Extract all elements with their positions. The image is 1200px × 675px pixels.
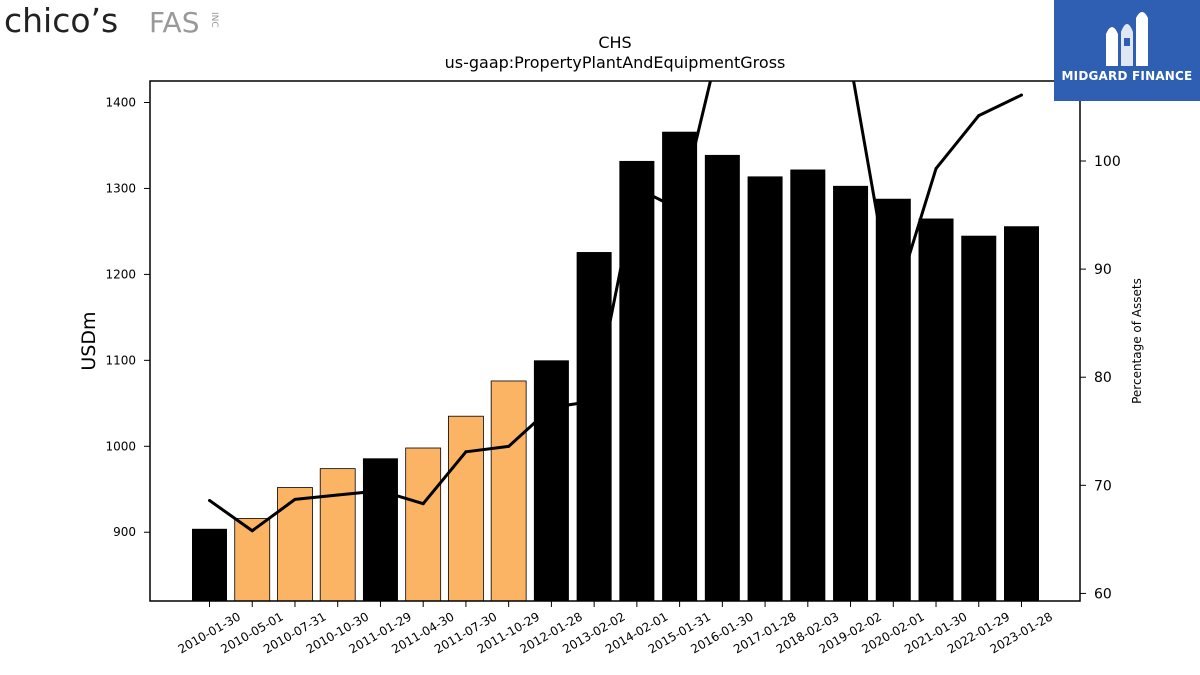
y2-axis-label: Percentage of Assets xyxy=(1130,278,1144,404)
bar-2019-02-02 xyxy=(833,185,869,601)
line-point-2012-01-28 xyxy=(549,405,553,409)
y2-tick-label: 80 xyxy=(1094,370,1112,386)
line-point-2013-02-02 xyxy=(592,399,596,403)
bar-group xyxy=(192,131,1039,602)
line-point-2011-04-30 xyxy=(421,502,425,506)
line-point-2010-05-01 xyxy=(250,529,254,533)
y-tick-label: 1200 xyxy=(105,267,136,281)
provider-name: MIDGARD FINANCE xyxy=(1061,69,1193,83)
bar-2010-05-01 xyxy=(234,518,271,602)
bar-2010-10-30 xyxy=(319,468,356,602)
company-logo: chico’s FAS INC xyxy=(4,1,224,42)
chart-subtitle: us-gaap:PropertyPlantAndEquipmentGross xyxy=(445,53,786,72)
bar-2014-02-01 xyxy=(619,160,655,601)
svg-text:INC: INC xyxy=(209,12,219,28)
y2-tick-label: 60 xyxy=(1094,586,1112,602)
line-point-2019-02-02 xyxy=(849,62,852,65)
bar-2011-04-30 xyxy=(405,447,442,602)
line-point-2015-01-31 xyxy=(678,208,682,212)
bar-2018-02-03 xyxy=(790,169,826,601)
bar-2010-01-30 xyxy=(192,528,227,601)
percentage-line xyxy=(208,81,1023,533)
svg-text:FAS: FAS xyxy=(149,6,199,39)
svg-text:chico’s: chico’s xyxy=(4,2,118,40)
line-point-2010-01-30 xyxy=(208,498,211,502)
line-point-2011-07-30 xyxy=(464,450,468,454)
y-axis-left: 900 1000 1100 1200 1300 1400 xyxy=(105,95,150,539)
x-axis: 2010-01-302010-05-012010-07-312010-10-30… xyxy=(176,601,1055,656)
plot-frame xyxy=(149,80,1081,602)
bar-2016-01-30 xyxy=(704,154,740,601)
bar-2020-02-01 xyxy=(875,198,911,601)
bar-2022-01-29 xyxy=(961,235,997,601)
line-point-2014-02-01 xyxy=(635,186,639,190)
line-point-2023-01-28 xyxy=(1020,93,1023,97)
y-tick-label: 1000 xyxy=(105,439,136,453)
y-axis-right: 60 70 80 90 100 xyxy=(1080,154,1121,602)
y-tick-label: 1400 xyxy=(105,95,136,109)
line-point-2011-01-29 xyxy=(378,489,382,493)
y-axis-label: USDm xyxy=(78,311,100,370)
provider-logo: MIDGARD FINANCE xyxy=(1054,0,1200,101)
bar-2023-01-28 xyxy=(1004,226,1039,601)
provider-mark-icon xyxy=(1106,12,1148,66)
bar-2011-07-30 xyxy=(448,415,484,602)
line-point-2016-01-30 xyxy=(721,30,724,33)
y2-tick-label: 100 xyxy=(1094,154,1121,170)
bar-2013-02-02 xyxy=(576,252,612,601)
bar-2012-01-28 xyxy=(533,360,569,601)
chart-title: CHS xyxy=(598,33,631,52)
line-group xyxy=(208,30,1023,533)
y2-tick-label: 70 xyxy=(1094,478,1112,494)
line-point-2010-10-30 xyxy=(336,493,340,497)
line-point-2020-02-01 xyxy=(891,305,895,309)
line-point-2022-01-29 xyxy=(977,114,981,118)
bar-2011-10-29 xyxy=(490,380,527,602)
line-point-2010-07-31 xyxy=(293,497,297,501)
y-tick-label: 1300 xyxy=(105,181,136,195)
y2-tick-label: 90 xyxy=(1094,262,1112,278)
line-point-2021-01-30 xyxy=(934,167,938,171)
bar-2017-01-28 xyxy=(747,176,783,601)
bar-2010-07-31 xyxy=(277,487,313,602)
bar-2021-01-30 xyxy=(918,218,954,601)
y-tick-label: 900 xyxy=(113,525,136,539)
bar-2011-01-29 xyxy=(362,458,398,601)
line-point-2011-10-29 xyxy=(507,444,511,448)
y-tick-label: 1100 xyxy=(105,353,136,367)
